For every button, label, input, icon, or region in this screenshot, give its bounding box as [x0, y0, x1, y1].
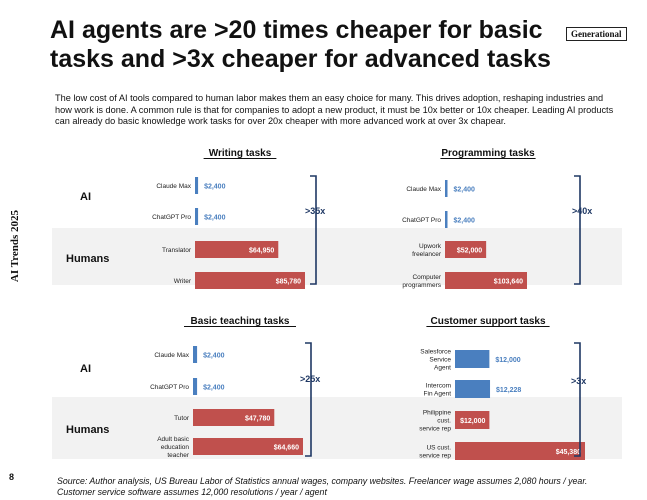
- value-label: $52,000: [457, 248, 482, 255]
- multiplier-label: >25x: [300, 374, 320, 384]
- intro-paragraph: The low cost of AI tools compared to hum…: [55, 93, 614, 126]
- bar: [455, 442, 585, 460]
- category-label: US cust. service rep: [419, 445, 451, 460]
- group-label-humans-top: Humans: [66, 253, 109, 265]
- bar: [195, 272, 305, 289]
- value-label: $85,780: [276, 279, 301, 286]
- value-label: $2,400: [203, 353, 225, 360]
- category-label: ChatGPT Pro: [150, 384, 189, 391]
- group-label-ai-bottom: AI: [80, 363, 91, 375]
- comparison-bracket: [574, 175, 581, 285]
- chart-title: Basic teaching tasks: [191, 316, 290, 327]
- category-label: Claude Max: [156, 183, 191, 190]
- category-label: Philippine cust. service rep: [419, 410, 451, 433]
- category-label: ChatGPT Pro: [402, 217, 441, 224]
- category-label: Intercom Fin Agent: [424, 383, 452, 398]
- bar: [455, 380, 491, 398]
- chart-title: Programming tasks: [441, 148, 535, 159]
- value-label: $47,780: [245, 416, 270, 423]
- category-label: Tutor: [174, 415, 190, 422]
- value-label: $12,000: [495, 357, 520, 364]
- charts-canvas: AI Humans AI Humans Writing tasks $2,400 C…: [52, 148, 622, 460]
- bar: [445, 241, 487, 258]
- value-label: $45,380: [556, 449, 581, 456]
- group-label-humans-bottom: Humans: [66, 424, 109, 436]
- brand-logo: Generational: [566, 27, 627, 41]
- value-label: $12,228: [496, 387, 521, 394]
- chart-title: Writing tasks: [209, 148, 272, 159]
- value-label: $2,400: [454, 218, 476, 225]
- value-label: $12,000: [460, 418, 485, 425]
- category-label: Claude Max: [154, 352, 189, 359]
- bar: [455, 411, 490, 429]
- category-label: Salesforce Service Agent: [420, 349, 451, 372]
- category-label: Adult basic education teacher: [157, 436, 190, 459]
- category-label: Computer programmers: [402, 274, 441, 289]
- value-label: $64,950: [249, 248, 274, 255]
- group-label-ai-top: AI: [80, 191, 91, 203]
- bar: [195, 208, 199, 225]
- page-number: 8: [9, 472, 15, 482]
- category-label: Writer: [174, 278, 192, 285]
- bar: [445, 272, 527, 289]
- value-label: $103,640: [494, 279, 523, 286]
- chart-0: Writing tasks $2,400 Claude Max $2,400 ChatG…: [152, 148, 325, 289]
- comparison-bracket: [305, 342, 312, 457]
- chart-1: Programming tasks $2,400 Claude Max $2,400 C…: [402, 148, 592, 289]
- category-label: Translator: [162, 247, 192, 254]
- chart-title: Customer support tasks: [430, 316, 545, 327]
- bar: [455, 350, 490, 368]
- bar: [445, 180, 448, 197]
- bar: [193, 346, 198, 363]
- value-label: $2,400: [204, 215, 226, 222]
- category-label: ChatGPT Pro: [152, 214, 191, 221]
- value-label: $2,400: [204, 184, 226, 191]
- value-label: $2,400: [454, 187, 476, 194]
- bar: [195, 241, 279, 258]
- chart-2: Basic teaching tasks $2,400 Claude Max $2,4…: [150, 316, 320, 459]
- comparison-bracket: [310, 175, 317, 285]
- chart-3: Customer support tasks $12,000 Salesforce S…: [419, 316, 586, 460]
- bar: [193, 438, 303, 455]
- bar: [445, 211, 448, 228]
- multiplier-label: >40x: [572, 206, 592, 216]
- comparison-bracket: [574, 342, 581, 457]
- bar: [193, 378, 198, 395]
- multiplier-label: >3x: [571, 376, 586, 386]
- page-title: AI agents are >20 times cheaper for basi…: [50, 16, 551, 73]
- humans-band-top: [52, 228, 622, 285]
- bar: [193, 409, 275, 426]
- category-label: Upwork freelancer: [412, 243, 442, 258]
- category-label: Claude Max: [406, 186, 441, 193]
- value-label: $64,660: [274, 445, 299, 452]
- value-label: $2,400: [203, 385, 225, 392]
- bar: [195, 177, 199, 194]
- multiplier-label: >35x: [305, 206, 325, 216]
- source-footnote: Source: Author analysis, US Bureau Labor…: [57, 476, 588, 497]
